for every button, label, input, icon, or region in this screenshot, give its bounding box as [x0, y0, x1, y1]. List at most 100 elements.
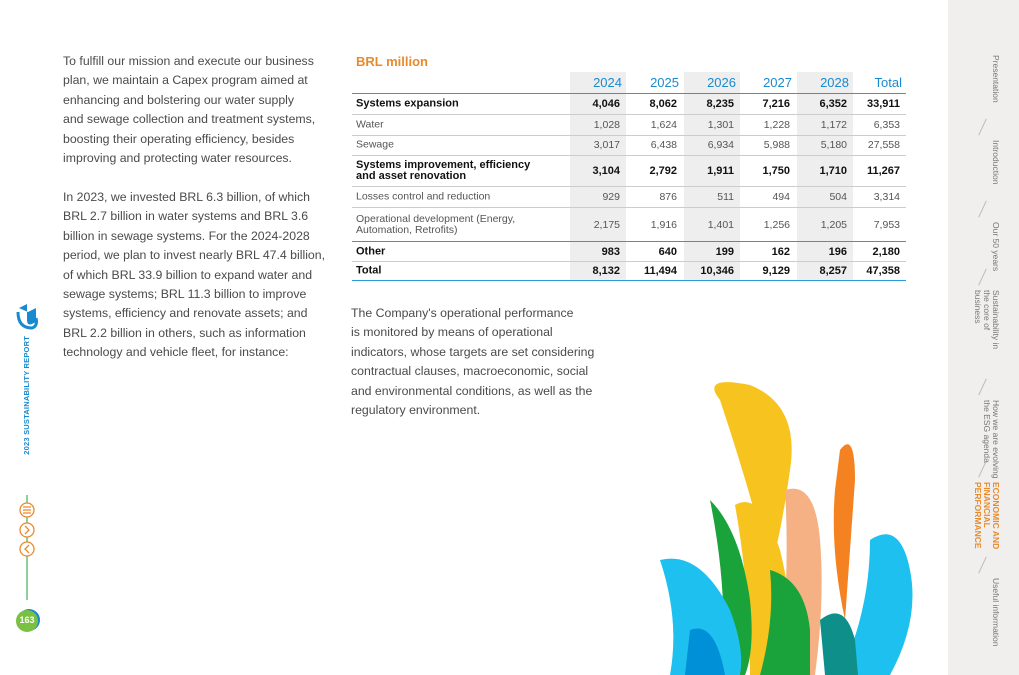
text-line: billion in sewage systems. For the 2024-…	[63, 228, 310, 243]
text-line: and environmental conditions, as well as…	[351, 383, 593, 398]
cell: 6,353	[873, 119, 900, 131]
logo	[19, 304, 36, 325]
cell: 10,346	[700, 265, 734, 277]
nav-separator	[978, 200, 987, 218]
row-label: Water	[356, 118, 384, 131]
report-label: 2023 SUSTAINABILITY REPORT	[22, 336, 31, 455]
nav-separator	[978, 378, 987, 396]
nav-item[interactable]: Useful information	[991, 578, 1001, 647]
sidebar	[16, 304, 40, 632]
cell: 199	[715, 245, 734, 258]
table-rule	[352, 93, 906, 94]
cell: 5,180	[820, 139, 847, 151]
table-rule	[352, 261, 906, 262]
cell: 1,028	[593, 119, 620, 131]
cell: 1,301	[707, 119, 734, 131]
cell: 4,046	[592, 98, 620, 110]
nav-item[interactable]: How we are evolving the ESG agenda	[982, 400, 1001, 479]
splash	[660, 558, 742, 675]
text-line: In 2023, we invested BRL 6.3 billion, of…	[63, 190, 310, 204]
nav-item[interactable]: Our 50 years	[991, 222, 1001, 272]
text-line: regulatory environment.	[351, 402, 481, 417]
prev-icon[interactable]	[19, 541, 35, 557]
table-row: Systems improvement, efficiency and asse…	[352, 156, 906, 186]
cell: 1,916	[650, 218, 677, 231]
cell: 9,129	[762, 265, 790, 277]
cell: 162	[771, 245, 790, 258]
table-rule	[352, 241, 906, 242]
table-row: Water 1,028 1,624 1,301 1,228 1,172 6,353	[352, 115, 906, 135]
table-row: Other 983 640 199 162 196 2,180	[352, 242, 906, 261]
table-row: Losses control and reduction 929 876 511 494…	[352, 187, 906, 207]
text-line: improving and protecting water resources…	[63, 150, 292, 165]
text-line: boosting their operating efficiency, bes…	[63, 131, 295, 146]
text-line: To fulfill our mission and execute our b…	[63, 54, 314, 68]
menu-icon	[23, 506, 31, 514]
text-line: The Company's operational performance	[351, 306, 574, 320]
nav-item[interactable]: Sustainability in the core of business	[973, 290, 1001, 350]
table-rule	[352, 114, 906, 115]
cell: 1,750	[762, 165, 790, 177]
next-icon	[24, 525, 30, 535]
text-line: enhancing and bolstering our water suppl…	[63, 92, 295, 107]
text-line: and sewage collection and treatment syst…	[63, 112, 316, 127]
prev-icon	[24, 544, 30, 554]
nav-item[interactable]: ECONOMIC AND FINANCIAL PERFORMANCE	[973, 482, 1001, 550]
paragraph: The Company's operational performance is …	[351, 304, 594, 420]
splash	[710, 500, 752, 675]
nav-panel: Presentation Introduction Our 50 years Sust…	[948, 0, 1019, 675]
cell: 7,953	[873, 218, 900, 231]
text-line: BRL 2.7 billion in water systems and BRL…	[63, 209, 309, 224]
cell: 1,624	[650, 119, 677, 131]
cell: 8,062	[649, 98, 677, 110]
table-row: Total 8,132 11,494 10,346 9,129 8,257 47,358	[352, 262, 906, 280]
row-label: Other	[356, 245, 386, 257]
page-badge	[16, 610, 38, 632]
nav-item[interactable]: Presentation	[991, 55, 1001, 103]
text-line: contractual clauses, macroeconomic, soci…	[351, 364, 589, 379]
text-line: BRL 2.2 billion in others, such as infor…	[63, 325, 306, 340]
column-header: 2026	[707, 75, 736, 90]
row-label: Sewage	[356, 138, 394, 151]
text-line: is monitored by means of operational	[351, 325, 553, 340]
text-line: technology and vehicle fleet, for instan…	[63, 345, 289, 360]
cell: 27,558	[867, 139, 900, 151]
nav-separator	[978, 268, 987, 286]
cell: 494	[772, 191, 790, 203]
column-header: Total	[874, 75, 902, 90]
column-shade	[684, 72, 740, 280]
cell: 6,438	[650, 139, 677, 151]
decoration	[660, 382, 913, 675]
cell: 11,494	[643, 265, 677, 277]
cell: 2,175	[593, 218, 620, 231]
column-header: 2028	[820, 75, 849, 90]
table-rule	[352, 135, 906, 136]
column-shade	[570, 72, 626, 280]
logo	[16, 311, 38, 330]
text-line: plan, we maintain a Capex program aimed …	[63, 73, 308, 88]
text-line: sewage systems; BRL 11.3 billion to impr…	[63, 286, 307, 301]
cell: 1,172	[820, 119, 847, 131]
row-label: Operational development (Energy, Automat…	[356, 212, 516, 236]
cell: 1,205	[820, 218, 847, 231]
text-line: indicators, whose targets are set consid…	[351, 344, 595, 359]
table-rule	[352, 207, 906, 208]
splash	[833, 444, 855, 620]
paragraph: To fulfill our mission and execute our b…	[63, 52, 315, 168]
cell: 1,911	[707, 165, 734, 177]
cell: 1,401	[707, 218, 734, 231]
cell: 11,267	[866, 165, 900, 177]
nav-item[interactable]: Introduction	[991, 140, 1001, 185]
column-shade	[797, 72, 853, 280]
cell: 2,180	[872, 245, 900, 258]
next-icon[interactable]	[19, 522, 35, 538]
table-row: Systems expansion 4,046 8,062 8,235 7,216 6,3…	[352, 94, 906, 114]
cell: 196	[828, 245, 847, 258]
text-line: systems, efficiency and renovate assets;…	[63, 306, 308, 321]
table-row: Operational development (Energy, Automat…	[352, 208, 906, 241]
cell: 876	[659, 191, 677, 203]
cell: 504	[829, 191, 847, 203]
table-title: BRL million	[356, 54, 428, 69]
cell: 511	[717, 191, 734, 203]
